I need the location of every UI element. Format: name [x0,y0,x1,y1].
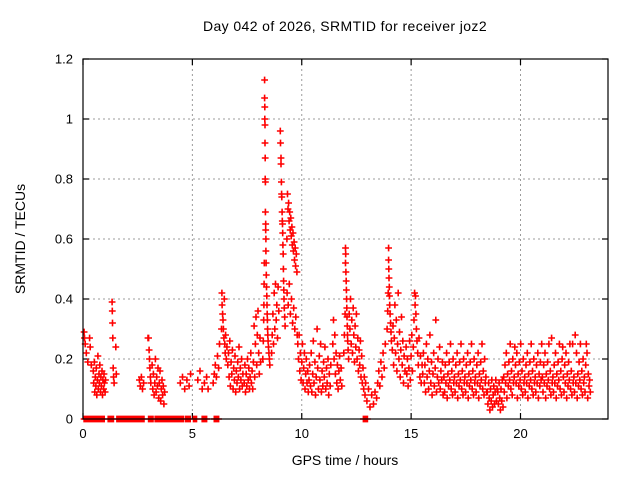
x-tick-label-20: 20 [513,426,527,441]
y-tick-label-1.2: 1.2 [55,52,73,67]
data-point-markers [80,76,594,423]
plot-border [82,58,609,420]
axis-tick-labels: 0 5 10 15 20 0 0.2 0.4 0.6 0.8 1 1.2 [55,52,528,442]
scatter-points [80,76,594,423]
y-tick-label-0.6: 0.6 [55,232,73,247]
y-axis-label: SRMTID / TECUs [12,184,28,294]
x-tick-label-10: 10 [295,426,309,441]
chart-title: Day 042 of 2026, SRMTID for receiver joz… [203,18,487,34]
y-tick-label-0.8: 0.8 [55,172,73,187]
y-tick-label-0.4: 0.4 [55,292,73,307]
y-tick-label-0: 0 [66,412,73,427]
x-axis-label: GPS time / hours [292,452,399,468]
y-tick-label-0.2: 0.2 [55,352,73,367]
x-tick-label-0: 0 [79,426,86,441]
y-tick-label-1: 1 [66,112,73,127]
x-tick-label-5: 5 [189,426,196,441]
x-tick-label-15: 15 [404,426,418,441]
